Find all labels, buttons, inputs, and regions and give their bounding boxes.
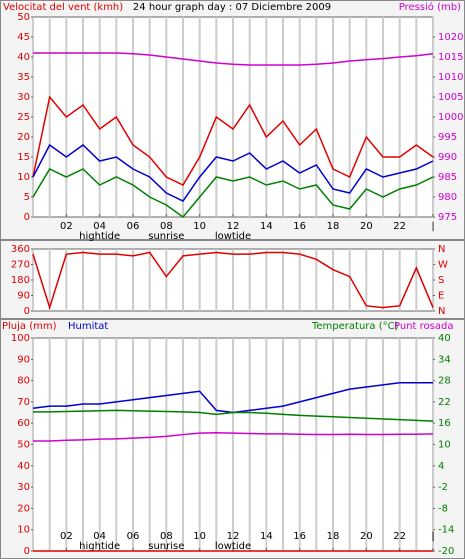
x-tick-label: | xyxy=(431,221,434,232)
x-tick-label: 20 xyxy=(360,221,373,232)
x-tick-label: 22 xyxy=(393,531,406,542)
annotation: lowtide xyxy=(215,231,251,242)
x-tick-label: 14 xyxy=(260,531,273,542)
x-tick-label: 12 xyxy=(227,531,240,542)
y-tick-label: 20 xyxy=(17,503,30,514)
chart-title: 24 hour graph day : 07 Diciembre 2009 xyxy=(133,2,331,13)
y2-tick-label: -14 xyxy=(438,525,454,536)
y-tick-label: 10 xyxy=(17,172,30,183)
y2-tick-label: -2 xyxy=(438,482,448,493)
y2-tick-label: 975 xyxy=(438,212,457,223)
x-tick-label: 22 xyxy=(393,221,406,232)
y-tick-label: 360 xyxy=(11,244,30,255)
y-tick-label: 35 xyxy=(17,72,30,83)
series-label: Temperatura (°C) xyxy=(311,321,399,332)
series-line xyxy=(32,251,434,311)
y2-tick-label: N xyxy=(438,306,445,317)
y-tick-label: 45 xyxy=(17,32,30,43)
x-tick-label: 08 xyxy=(160,531,173,542)
y2-tick-label: W xyxy=(438,260,448,271)
y-tick-label: 20 xyxy=(17,132,30,143)
x-tick-label: 14 xyxy=(260,221,273,232)
y2-tick-label: -8 xyxy=(438,503,448,514)
y2-tick-label: 1005 xyxy=(438,92,463,103)
x-tick-label: 16 xyxy=(293,221,306,232)
x-tick-label: 04 xyxy=(93,531,106,542)
y-tick-label: 100 xyxy=(11,333,30,344)
y-tick-label: 40 xyxy=(17,461,30,472)
y-tick-label: 5 xyxy=(24,192,30,203)
x-tick-label: 04 xyxy=(93,221,106,232)
y2-tick-label: 980 xyxy=(438,192,457,203)
y2-tick-label: 4 xyxy=(438,461,444,472)
y2-tick-label: 1010 xyxy=(438,72,463,83)
y2-tick-label: S xyxy=(438,275,444,286)
y2-tick-label: 40 xyxy=(438,333,451,344)
y-tick-label: 0 xyxy=(24,212,30,223)
series-line xyxy=(33,409,434,422)
y-tick-label: 25 xyxy=(17,112,30,123)
x-tick-label: 16 xyxy=(293,531,306,542)
series-line xyxy=(32,143,434,202)
y2-tick-label: 16 xyxy=(438,418,451,429)
y-tick-label: 70 xyxy=(17,397,30,408)
x-tick-label: 10 xyxy=(193,221,206,232)
y-tick-label: 80 xyxy=(17,376,30,387)
y2-tick-label: N xyxy=(438,244,445,255)
y2-tick-label: 22 xyxy=(438,397,451,408)
x-tick-label: 10 xyxy=(193,531,206,542)
series-label: Punt rosada xyxy=(394,321,453,332)
y2-tick-label: 10 xyxy=(438,440,451,451)
y-tick-label: 90 xyxy=(17,354,30,365)
annotation: hightide xyxy=(79,541,120,552)
x-tick-label: 02 xyxy=(60,531,73,542)
y2-tick-label: 985 xyxy=(438,172,457,183)
x-tick-label: 18 xyxy=(327,531,340,542)
x-tick-label: 12 xyxy=(227,221,240,232)
y2-tick-label: E xyxy=(438,291,444,302)
series-label: Humitat xyxy=(68,321,108,332)
x-tick-label: 18 xyxy=(327,221,340,232)
y-tick-label: 0 xyxy=(24,546,30,557)
y-tick-label: 30 xyxy=(17,482,30,493)
annotation: lowtide xyxy=(215,541,251,552)
series-line xyxy=(32,95,434,186)
y-axis-label: Velocitat del vent (kmh) xyxy=(3,2,123,13)
y2-tick-label: 34 xyxy=(438,354,451,365)
y-tick-label: 60 xyxy=(17,418,30,429)
y-tick-label: 30 xyxy=(17,92,30,103)
x-tick-label: 20 xyxy=(360,531,373,542)
y2-tick-label: 990 xyxy=(438,152,457,163)
y2-tick-label: 28 xyxy=(438,376,451,387)
series-line xyxy=(33,52,434,66)
y-tick-label: 50 xyxy=(17,440,30,451)
y2-tick-label: 1020 xyxy=(438,32,463,43)
y-tick-label: 10 xyxy=(17,525,30,536)
annotation: sunrise xyxy=(148,541,184,552)
x-tick-label: 06 xyxy=(127,221,140,232)
x-tick-label: 06 xyxy=(127,531,140,542)
annotation: hightide xyxy=(79,231,120,242)
x-tick-label: 08 xyxy=(160,221,173,232)
annotation: sunrise xyxy=(148,231,184,242)
y-tick-label: 50 xyxy=(17,12,30,23)
y-tick-label: 15 xyxy=(17,152,30,163)
y-tick-label: 40 xyxy=(17,52,30,63)
series-line xyxy=(32,168,434,219)
series-label: Pluja (mm) xyxy=(2,321,57,332)
x-tick-label: 02 xyxy=(60,221,73,232)
y-tick-label: 90 xyxy=(17,291,30,302)
y-tick-label: 0 xyxy=(24,306,30,317)
x-tick-label: | xyxy=(431,531,434,542)
y-tick-label: 180 xyxy=(11,275,30,286)
series-line xyxy=(33,432,434,442)
y2-tick-label: 1015 xyxy=(438,52,463,63)
y2-tick-label: 995 xyxy=(438,132,457,143)
y2-tick-label: 1000 xyxy=(438,112,463,123)
y2-tick-label: -20 xyxy=(438,546,454,557)
y-tick-label: 270 xyxy=(11,260,30,271)
y2-axis-label: Pressió (mb) xyxy=(399,1,461,13)
